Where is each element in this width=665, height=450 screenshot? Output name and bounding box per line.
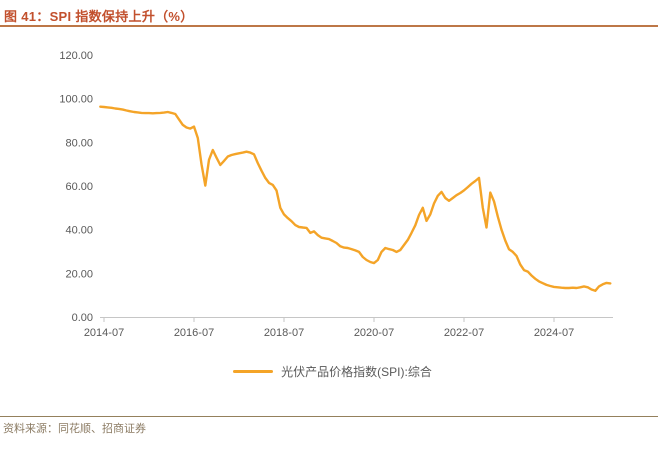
y-tick-label: 60.00 xyxy=(65,181,93,193)
x-tick-label: 2024-07 xyxy=(534,327,574,339)
figure-title: 图 41：SPI 指数保持上升（%） xyxy=(4,9,194,24)
series-line-spi xyxy=(99,105,612,292)
x-tick-label: 2022-07 xyxy=(444,327,484,339)
footer-divider xyxy=(0,416,658,417)
source-text: 资料来源：同花顺、招商证券 xyxy=(3,423,146,435)
legend-label: 光伏产品价格指数(SPI):综合 xyxy=(281,365,432,379)
y-tick-label: 0.00 xyxy=(72,312,93,324)
y-tick-label: 120.00 xyxy=(59,50,93,62)
y-tick-label: 80.00 xyxy=(65,137,93,149)
chart-legend: 光伏产品价格指数(SPI):综合 xyxy=(0,363,665,380)
legend-line-marker xyxy=(233,370,274,373)
title-divider xyxy=(0,25,658,27)
y-tick-label: 100.00 xyxy=(59,94,93,106)
x-tick-label: 2014-07 xyxy=(84,327,124,339)
y-tick-label: 40.00 xyxy=(65,225,93,237)
x-tick-label: 2016-07 xyxy=(174,327,214,339)
y-tick-label: 20.00 xyxy=(65,268,93,280)
x-tick-label: 2018-07 xyxy=(264,327,304,339)
x-tick-label: 2020-07 xyxy=(354,327,394,339)
